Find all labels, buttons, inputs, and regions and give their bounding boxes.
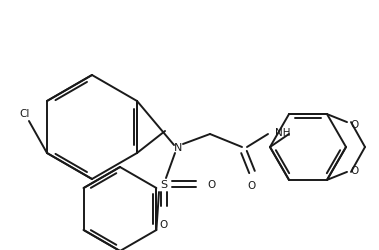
Text: NH: NH [275,128,290,138]
Text: S: S [160,179,168,189]
Text: O: O [160,219,168,229]
Text: O: O [208,179,216,189]
Text: Cl: Cl [20,108,30,118]
Text: O: O [248,180,256,190]
Text: O: O [351,120,359,130]
Text: O: O [351,165,359,175]
Text: N: N [174,142,182,152]
